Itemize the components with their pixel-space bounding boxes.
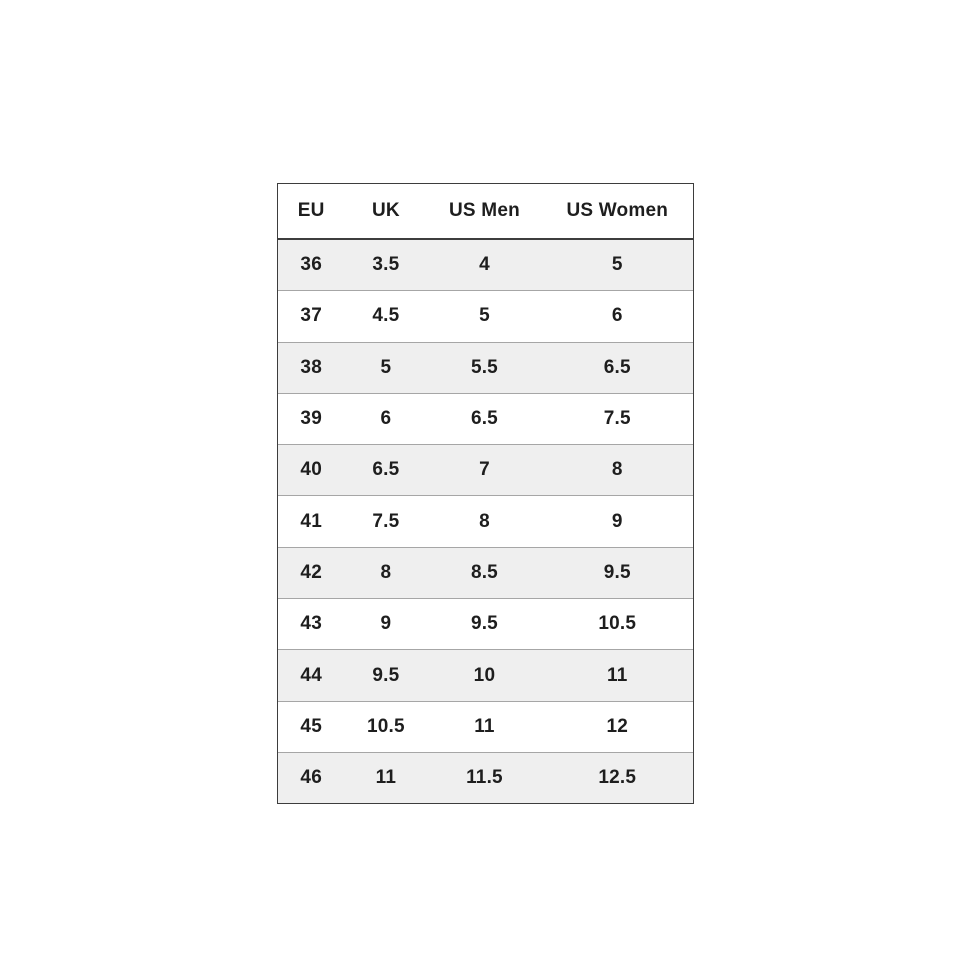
table-row: 41 7.5 8 9 [278,495,693,548]
cell-us-women: 5 [611,254,623,276]
cell-eu: 45 [278,700,345,753]
cell-us-men: 9.5 [427,598,542,650]
table-row: 36 3.5 4 5 [278,239,693,291]
size-table: EU UK US Men US Women 36 3.5 4 5 37 4.5 … [278,184,693,804]
cell-eu: 43 [278,598,345,650]
cell-uk: 8 [344,546,428,599]
cell-uk: 5 [344,341,428,394]
cell-us-men: 6.5 [427,392,542,445]
column-header-eu: EU [278,184,345,240]
cell-eu: 42 [278,546,345,599]
cell-us-women: 10.5 [541,598,693,650]
table-row: 45 10.5 11 12 [278,700,693,753]
cell-eu: 37 [278,290,345,343]
cell-us-men: 4 [479,254,490,276]
table-row: 39 6 6.5 7.5 [278,392,693,445]
cell-us-women: 12.5 [541,751,693,804]
cell-eu: 38 [278,341,345,394]
cell-uk: 9 [344,598,428,650]
cell-us-women: 9 [541,495,693,548]
column-header-us-men: US Men [427,184,542,240]
cell-uk: 7.5 [344,495,428,548]
table-row: 37 4.5 5 6 [278,290,693,343]
cell-uk: 6.5 [344,444,428,496]
table-row: 43 9 9.5 10.5 [278,598,693,650]
cell-eu: 40 [278,444,345,496]
table-row: 40 6.5 7 8 [278,444,693,496]
table-row: 46 11 11.5 12.5 [278,751,693,804]
shoe-size-conversion-table: EU UK US Men US Women 36 3.5 4 5 37 4.5 … [277,183,694,805]
cell-eu: 39 [278,392,345,445]
cell-us-women: 11 [541,649,693,702]
cell-us-men: 7 [427,444,542,496]
cell-eu: 41 [278,495,345,548]
cell-uk: 10.5 [344,700,428,753]
table-row: 42 8 8.5 9.5 [278,546,693,599]
cell-us-men: 8 [427,495,542,548]
cell-uk: 11 [344,751,428,804]
table-row: 44 9.5 10 11 [278,649,693,702]
cell-us-women: 9.5 [541,546,693,599]
cell-us-women: 6.5 [541,341,693,394]
cell-eu: 36 [300,254,322,276]
cell-us-women: 8 [541,444,693,496]
cell-eu: 44 [278,649,345,702]
cell-us-women: 6 [541,290,693,343]
table-row: 38 5 5.5 6.5 [278,341,693,394]
cell-us-men: 5.5 [427,341,542,394]
column-header-us-women: US Women [541,184,693,240]
cell-us-women: 12 [541,700,693,753]
cell-us-men: 11 [427,700,542,753]
cell-uk: 6 [344,392,428,445]
header-row: EU UK US Men US Women [278,184,693,240]
column-header-uk: UK [344,184,428,240]
cell-uk: 4.5 [344,290,428,343]
cell-us-men: 10 [427,649,542,702]
cell-us-men: 5 [427,290,542,343]
cell-eu: 46 [278,751,345,804]
cell-uk: 9.5 [344,649,428,702]
cell-uk: 3.5 [372,254,400,276]
cell-us-men: 8.5 [427,546,542,599]
cell-us-women: 7.5 [541,392,693,445]
cell-us-men: 11.5 [427,751,542,804]
